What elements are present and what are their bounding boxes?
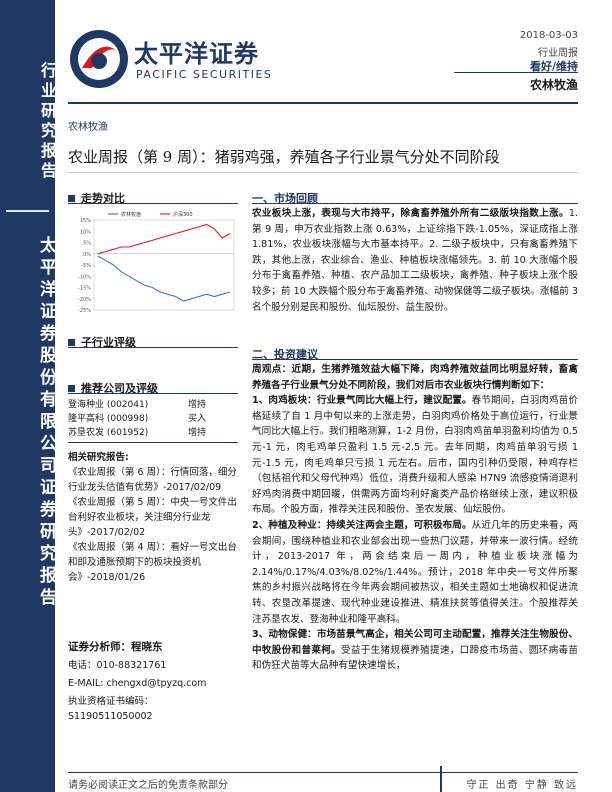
title-divider xyxy=(68,172,578,173)
trend-section-header: 走势对比 xyxy=(68,190,125,206)
y-tick-label: 15% xyxy=(80,218,91,224)
analyst-info: 证券分析师：程晓东 电话：010-88321761 E-MAIL: chengx… xyxy=(68,640,238,724)
y-tick-label: -20% xyxy=(78,297,91,303)
company-name: 隆平高科 (000998) xyxy=(68,413,149,424)
y-tick-label: 10% xyxy=(80,229,91,235)
logo-chinese-name: 太平洋证券 xyxy=(134,40,259,68)
chicken-body: 春节期间，白羽肉鸡苗价格延续了自 1 月中旬以来的上涨走势，白羽肉鸡价格处于高位… xyxy=(252,395,578,516)
table-row: 隆平高科 (000998) 买入 xyxy=(68,410,238,424)
company-rating: 增持 xyxy=(188,427,207,438)
y-tick-label: -5% xyxy=(81,263,91,269)
company-name: 登海种业 (002041) xyxy=(68,399,149,410)
series-line-0 xyxy=(97,255,231,302)
chicken-lead: 1、肉鸡板块：行业景气同比大幅上行，建议配置。 xyxy=(252,395,472,407)
view-lead: 周观点：近期， xyxy=(252,364,322,375)
footer-mark xyxy=(440,766,578,792)
top-divider xyxy=(68,102,578,104)
footer-disclaimer: 请务必阅读正文之后的免责条款部分 xyxy=(68,780,228,791)
table-row: 登海种业 (002041) 增持 xyxy=(68,396,238,410)
company-rating: 增持 xyxy=(188,399,207,410)
animal-health-lead: 3、动物保健：市场苗景气高企，相关公司可主动配置，推荐关注生物股份、中牧股份和普… xyxy=(252,629,578,656)
industry-name: 农林牧渔 xyxy=(529,78,578,92)
market-review-paragraph: 农业板块上涨，表现与大市持平，除禽畜养殖外所有二级版块指数上涨。1. 第 9 周… xyxy=(252,206,578,315)
rec-table-divider xyxy=(68,442,238,443)
view-paragraph: 周观点：近期，生猪养殖效益大幅下降，肉鸡养殖效益同比明显好转，畜禽养殖各子行业景… xyxy=(252,362,578,393)
y-tick-label: 0% xyxy=(83,252,91,258)
table-row: 苏垦农发 (601952) 增持 xyxy=(68,424,238,438)
sub-rating-divider xyxy=(68,347,238,348)
sub-rating-title: 子行业评级 xyxy=(81,336,136,349)
animal-health-paragraph: 3、动物保健：市场苗景气高企，相关公司可主动配置，推荐关注生物股份、中牧股份和普… xyxy=(252,627,578,674)
related-report-item: 《农业周报（第 5 周）：中央一号文件出台利好农业板块，关注细分行业龙头》-20… xyxy=(68,497,237,538)
report-date: 2018-03-03 xyxy=(519,30,578,41)
trend-section-divider xyxy=(68,203,238,204)
trend-section-title: 走势对比 xyxy=(81,192,125,205)
related-title: 相关研究报告: xyxy=(68,452,129,463)
sidebar-mid-text: 太平洋证券股份有限公司证券研究报告 xyxy=(36,236,56,610)
investment-body: 周观点：近期，生猪养殖效益大幅下降，肉鸡养殖效益同比明显好转，畜禽养殖各子行业景… xyxy=(252,362,578,674)
company-logo: 太平洋证券 PACIFIC SECURITIES xyxy=(68,28,271,90)
industry-rating: 看好/维持 xyxy=(529,60,578,73)
analyst-license: 执业资格证书编码：S1190511050002 xyxy=(68,696,154,722)
header-divider xyxy=(454,72,578,73)
legend-label: 沪深300 xyxy=(173,211,193,218)
planting-lead: 2、种植及种业：持续关注两会主题，可积极布局。 xyxy=(252,519,472,531)
company-rating: 买入 xyxy=(188,413,207,424)
market-review-divider xyxy=(252,203,578,204)
footer-motto: 守正 出奇 宁静 致远 xyxy=(466,780,578,791)
trend-chart: 15% 10% 5% 0% -5% -10% -15% -20% -25% 农林牧渔 沪深300 xyxy=(78,211,235,314)
investment-divider xyxy=(252,359,578,360)
legend-label: 农林牧渔 xyxy=(121,211,141,218)
report-type: 行业周报 xyxy=(538,48,578,59)
related-reports: 相关研究报告: 《农业周报（第 6 周）：行情回落，细分行业龙头估值有优势》-2… xyxy=(68,450,238,585)
y-tick-label: -10% xyxy=(78,274,91,280)
planting-body: 从近几年的历史来看，两会期间，围绕种植业和农业部会出现一些热门议题，并带来一波行… xyxy=(252,519,578,625)
investment-title: 二、投资建议 xyxy=(252,348,318,361)
analyst-title: 证券分析师：程晓东 xyxy=(68,641,163,653)
y-tick-label: -15% xyxy=(78,286,91,292)
logo-english-name: PACIFIC SECURITIES xyxy=(136,68,273,81)
square-bullet-icon xyxy=(68,384,75,392)
analyst-phone: 电话：010-88321761 xyxy=(68,660,167,671)
related-report-item: 《农业周报（第 4 周）：看好一号文出台和即及通胀预期下的板块投资机会》-201… xyxy=(68,542,237,583)
sidebar-top-text: 行业研究报告 xyxy=(38,62,57,182)
analyst-email: E-MAIL: chengxd@tpyzq.com xyxy=(68,678,207,689)
rec-header: 推荐公司及评级 xyxy=(68,380,158,396)
square-bullet-icon xyxy=(68,194,75,202)
chicken-paragraph: 1、肉鸡板块：行业景气同比大幅上行，建议配置。春节期间，白羽肉鸡苗价格延续了自 … xyxy=(252,393,578,518)
market-review-lead: 农业板块上涨，表现与大市持平，除禽畜养殖外所有二级版块指数上涨。 xyxy=(252,208,569,219)
chart-frame xyxy=(93,219,235,311)
market-review-body: 1. 第 9 周，申万农业指数上涨 0.63%，上证综指下跌-1.05%，深证成… xyxy=(252,208,578,313)
footer-divider xyxy=(68,772,578,773)
logo-emblem-icon xyxy=(70,30,128,88)
y-tick-label: 5% xyxy=(83,241,91,247)
y-tick-label: -25% xyxy=(78,308,91,314)
sub-rating-header: 子行业评级 xyxy=(68,334,136,350)
market-review-section: 一、市场回顾 xyxy=(252,190,578,206)
series-line-1 xyxy=(97,223,231,255)
sidebar: 行业研究报告 太平洋证券股份有限公司证券研究报告 xyxy=(0,0,57,792)
square-bullet-icon xyxy=(68,338,75,346)
rec-divider xyxy=(68,393,238,394)
animal-health-body: 受益于生猪规模养殖提速，口蹄疫市场苗、圆环病毒苗和伪狂犬苗等大品种有望快速增长， xyxy=(252,644,579,672)
investment-section: 二、投资建议 xyxy=(252,346,578,362)
report-title: 农业周报（第 9 周）：猪弱鸡强，养殖各子行业景气分处不同阶段 xyxy=(68,148,500,166)
market-review-title: 一、市场回顾 xyxy=(252,192,318,205)
rec-title: 推荐公司及评级 xyxy=(81,382,158,395)
related-report-item: 《农业周报（第 6 周）：行情回落，细分行业龙头估值有优势》-2017/02/0… xyxy=(68,467,237,493)
recommended-companies-table: 登海种业 (002041) 增持 隆平高科 (000998) 买入 苏垦农发 (… xyxy=(68,396,238,438)
view-bold: 生猪养殖效益大幅下降，肉鸡养殖效益同比明显好转，畜禽养殖各子行业景气分处不同阶段… xyxy=(252,364,579,391)
planting-paragraph: 2、种植及种业：持续关注两会主题，可积极布局。从近几年的历史来看，两会期间，围绕… xyxy=(252,518,578,627)
sidebar-divider xyxy=(6,210,49,212)
category-label: 农林牧渔 xyxy=(68,122,108,133)
company-name: 苏垦农发 (601952) xyxy=(68,427,149,438)
